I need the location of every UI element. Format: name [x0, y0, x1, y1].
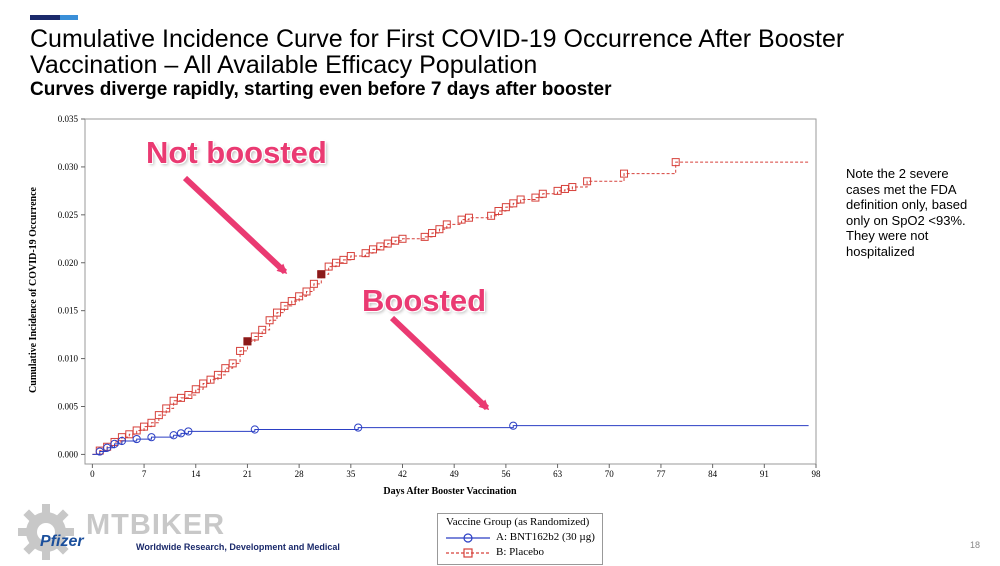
x-tick-label: 35 [346, 469, 356, 479]
severe-case-point [317, 270, 326, 279]
page-subtitle: Curves diverge rapidly, starting even be… [30, 79, 612, 100]
placebo-data-point [280, 301, 289, 310]
placebo-data-point [538, 189, 547, 198]
y-tick-label: 0.010 [58, 354, 79, 364]
placebo-data-point [250, 332, 259, 341]
placebo-data-point [162, 404, 171, 413]
y-tick-label: 0.035 [58, 114, 79, 124]
page-number: 18 [970, 540, 981, 550]
vaccine-data-point [176, 429, 186, 438]
x-tick-label: 14 [191, 469, 201, 479]
y-axis: 0.000 0.005 0.010 0.015 0.020 0.025 0.030 0.035 [58, 114, 85, 459]
vaccine-data-point [509, 421, 518, 430]
placebo-data-point [287, 297, 296, 306]
placebo-data-point [346, 252, 355, 261]
y-axis-label: Cumulative Incidence of COVID-19 Occurre… [28, 186, 39, 392]
placebo-data-point [568, 183, 577, 192]
legend: Vaccine Group (as Randomized) A: BNT162b… [437, 513, 603, 565]
placebo-data-point [221, 364, 230, 373]
x-tick-label: 63 [553, 469, 563, 479]
watermark-text: MTBIKER [86, 509, 226, 541]
x-tick-label: 49 [450, 469, 460, 479]
placebo-data-point [398, 234, 407, 243]
y-tick-label: 0.020 [58, 258, 79, 268]
vaccine-data-point [250, 425, 259, 434]
x-tick-label: 7 [142, 469, 147, 479]
plot-frame [84, 118, 817, 465]
placebo-data-point [272, 308, 281, 317]
legend-title: Vaccine Group (as Randomized) [446, 516, 590, 528]
placebo-data-point [620, 169, 629, 178]
vaccine-series [92, 421, 809, 456]
x-tick-label: 70 [605, 469, 615, 479]
x-axis: 0 7 14 21 28 35 42 49 56 63 70 77 84 91 98 [90, 464, 821, 479]
placebo-data-point [258, 325, 267, 334]
legend-label-placebo: B: Placebo [496, 546, 544, 558]
vaccine-data-point [354, 423, 363, 432]
legend-swatch-placebo [446, 548, 490, 558]
vaccine-step-line [92, 425, 809, 455]
y-tick-label: 0.015 [58, 306, 79, 316]
severe-cases [243, 270, 326, 346]
vaccine-data-point [132, 434, 141, 444]
x-tick-label: 28 [295, 469, 305, 479]
placebo-data-point [442, 220, 451, 229]
legend-label-vaccine: A: BNT162b2 (30 µg) [496, 531, 595, 543]
severe-case-point [243, 337, 252, 346]
pfizer-logo: Pfizer [40, 533, 84, 550]
placebo-data-point [206, 375, 215, 384]
x-tick-label: 42 [398, 469, 407, 479]
placebo-data-point [464, 213, 473, 222]
boosted-arrow [389, 315, 490, 411]
x-axis-label: Days After Booster Vaccination [383, 486, 517, 497]
y-tick-label: 0.005 [58, 402, 79, 412]
vaccine-data-point [147, 433, 156, 442]
placebo-data-point [191, 385, 200, 394]
accent-bar-dark [30, 15, 60, 20]
page-title: Cumulative Incidence Curve for First COV… [30, 25, 845, 79]
vaccine-data-point [169, 431, 178, 440]
placebo-data-point [309, 279, 318, 288]
vaccine-data-point [117, 436, 127, 446]
placebo-data-point [154, 411, 163, 420]
gear-icon [18, 504, 74, 560]
footer-text: Worldwide Research, Development and Medi… [136, 542, 340, 552]
vaccine-data-point [110, 439, 119, 448]
x-tick-label: 21 [243, 469, 252, 479]
x-tick-label: 56 [501, 469, 511, 479]
placebo-data-point [236, 346, 245, 355]
legend-item-vaccine: A: BNT162b2 (30 µg) [444, 531, 599, 545]
placebo-data-point [671, 158, 680, 167]
placebo-data-point [583, 177, 592, 186]
x-tick-label: 91 [760, 469, 769, 479]
placebo-data-point [295, 292, 304, 301]
placebo-data-point [516, 195, 525, 204]
accent-bar-light [60, 15, 78, 20]
placebo-data-point [302, 287, 311, 296]
placebo-data-point [184, 391, 193, 399]
x-tick-label: 77 [656, 469, 666, 479]
vaccine-data-point [103, 443, 112, 452]
not-boosted-arrow [182, 175, 288, 275]
y-tick-label: 0.030 [58, 162, 79, 172]
y-tick-label: 0.000 [58, 449, 79, 459]
legend-swatch-vaccine [446, 533, 490, 543]
vaccine-data-point [184, 427, 193, 436]
placebo-data-point [487, 211, 496, 220]
placebo-data-point [228, 359, 237, 368]
x-tick-label: 0 [90, 469, 95, 479]
y-tick-label: 0.025 [58, 210, 79, 220]
placebo-data-point [435, 225, 444, 234]
vaccine-data-point [95, 447, 104, 456]
severe-cases-note: Note the 2 severe cases met the FDA defi… [846, 166, 968, 259]
not-boosted-annotation: Not boosted [146, 135, 327, 170]
placebo-data-point [265, 316, 274, 325]
placebo-data-point [213, 370, 222, 379]
legend-item-placebo: B: Placebo [444, 546, 599, 560]
boosted-annotation: Boosted [362, 283, 486, 318]
x-tick-label: 84 [708, 469, 718, 479]
placebo-data-point [147, 418, 156, 427]
x-tick-label: 98 [812, 469, 822, 479]
